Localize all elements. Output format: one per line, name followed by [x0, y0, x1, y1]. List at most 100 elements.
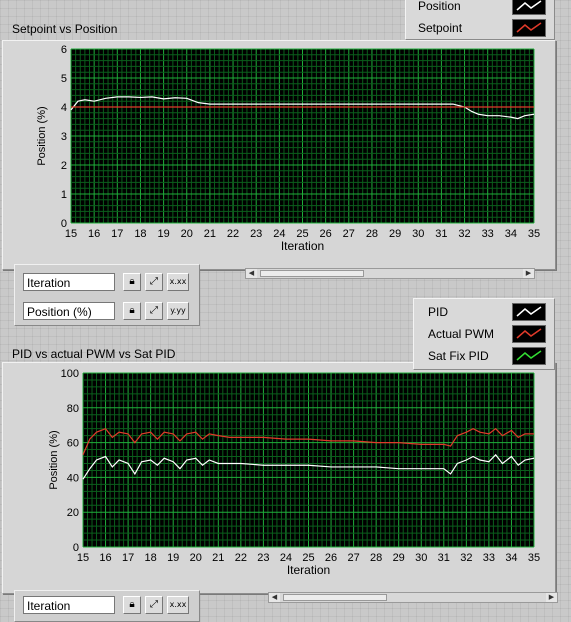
series-line-actual-pwm	[82, 427, 534, 456]
scroll-right-icon[interactable]: ▶	[546, 593, 557, 602]
legend-swatch-sat-fix-pid[interactable]	[512, 347, 546, 365]
x-tick-label: 18	[145, 552, 157, 564]
legend-label-position: Position	[418, 0, 461, 13]
x-tick-label: 25	[302, 552, 314, 564]
chart2-scale-legend: Iteration 🔒︎ ⤢ x.xx	[14, 590, 200, 622]
x-tick-label: 23	[257, 552, 269, 564]
autoscale-x-icon[interactable]: ⤢	[145, 273, 163, 291]
x-tick-label: 28	[370, 552, 382, 564]
y-tick-label: 80	[67, 403, 79, 415]
chart2-plot[interactable]: 15 16 17 18 19 20 21 22 23 24 25 26 27 28 29 30 31 32 33 34…	[0, 0, 571, 608]
x-tick-label: 32	[460, 552, 472, 564]
legend-label-actual-pwm: Actual PWM	[428, 327, 495, 341]
x-tick-label: 26	[325, 552, 337, 564]
legend-label-setpoint: Setpoint	[418, 21, 463, 35]
y-tick-label: 4	[61, 102, 67, 114]
x-tick-label: 27	[343, 228, 355, 240]
y-tick-label: 100	[61, 368, 79, 380]
y-axis-label: Position (%)	[36, 106, 48, 165]
scroll-thumb[interactable]	[283, 594, 387, 601]
x-tick-label: 35	[528, 552, 540, 564]
y-axis-label: Position (%)	[48, 430, 60, 489]
x-tick-label: 24	[280, 552, 292, 564]
chart2-title: PID vs actual PWM vs Sat PID	[12, 347, 176, 361]
x-tick-label: 20	[181, 228, 193, 240]
chart1-scale-legend: Iteration 🔒︎ ⤢ x.xx Position (%) 🔒︎ ⤢ y.…	[14, 264, 200, 326]
chart2-scrollbar[interactable]: ◀ ▶	[268, 592, 558, 603]
x-tick-label: 33	[482, 228, 494, 240]
x-tick-label: 31	[438, 552, 450, 564]
y-tick-label: 2	[61, 160, 67, 172]
y-scale-name-field[interactable]: Position (%)	[23, 302, 115, 320]
legend-swatch-setpoint[interactable]	[512, 19, 546, 37]
scroll-right-icon[interactable]: ▶	[523, 269, 534, 278]
autoscale-y-icon[interactable]: ⤢	[145, 302, 163, 320]
chart1-scrollbar[interactable]: ◀ ▶	[245, 268, 535, 279]
autoscale-x-icon[interactable]: ⤢	[145, 596, 163, 614]
y-tick-label: 1	[61, 189, 67, 201]
y-tick-label: 3	[61, 131, 67, 143]
legend-item-pid[interactable]: PID	[414, 301, 554, 323]
x-tick-label: 15	[65, 228, 77, 240]
series-line-position	[70, 96, 535, 120]
y-format-icon[interactable]: y.yy	[167, 302, 189, 320]
scroll-left-icon[interactable]: ◀	[246, 269, 257, 278]
x-tick-label: 19	[167, 552, 179, 564]
x-tick-label: 21	[212, 552, 224, 564]
lock-icon[interactable]: 🔒︎	[123, 302, 141, 320]
scroll-left-icon[interactable]: ◀	[269, 593, 280, 602]
x-tick-label: 22	[227, 228, 239, 240]
x-tick-label: 24	[273, 228, 285, 240]
x-axis-label: Iteration	[281, 239, 324, 253]
scroll-thumb[interactable]	[260, 270, 364, 277]
series-line-pid	[82, 453, 535, 480]
grid	[70, 48, 535, 224]
x-tick-label: 16	[99, 552, 111, 564]
legend-swatch-pid[interactable]	[512, 303, 546, 321]
y-tick-label: 60	[67, 438, 79, 450]
x-scale-name-field[interactable]: Iteration	[23, 596, 115, 614]
x-tick-label: 34	[505, 552, 517, 564]
legend-item-setpoint[interactable]: Setpoint	[406, 17, 554, 39]
x-tick-label: 29	[393, 552, 405, 564]
x-axis-label: Iteration	[287, 563, 330, 577]
y-tick-label: 20	[67, 507, 79, 519]
x-tick-label: 30	[412, 228, 424, 240]
y-tick-label: 5	[61, 73, 67, 85]
chart1-legend: Position Setpoint	[405, 0, 555, 40]
legend-label-pid: PID	[428, 305, 449, 319]
legend-swatch-actual-pwm[interactable]	[512, 325, 546, 343]
x-tick-label: 32	[458, 228, 470, 240]
grid	[82, 372, 535, 548]
lock-icon[interactable]: 🔒︎	[123, 596, 141, 614]
x-format-icon[interactable]: x.xx	[167, 596, 189, 614]
x-tick-label: 17	[122, 552, 134, 564]
x-scale-name-field[interactable]: Iteration	[23, 273, 115, 291]
y-tick-label: 0	[73, 542, 79, 554]
x-tick-label: 20	[190, 552, 202, 564]
x-tick-label: 26	[320, 228, 332, 240]
legend-swatch-position[interactable]	[512, 0, 546, 15]
x-tick-label: 30	[415, 552, 427, 564]
y-tick-label: 0	[61, 218, 67, 230]
chart2-legend: PID Actual PWM Sat Fix PID	[413, 298, 555, 370]
x-tick-label: 27	[347, 552, 359, 564]
x-tick-label: 33	[483, 552, 495, 564]
legend-label-sat-fix-pid: Sat Fix PID	[428, 349, 489, 363]
x-tick-label: 15	[77, 552, 89, 564]
x-tick-label: 35	[528, 228, 540, 240]
x-tick-label: 29	[389, 228, 401, 240]
legend-item-sat-fix-pid[interactable]: Sat Fix PID	[414, 345, 554, 367]
x-tick-label: 34	[505, 228, 517, 240]
x-tick-label: 21	[204, 228, 216, 240]
x-tick-label: 23	[250, 228, 262, 240]
x-tick-label: 28	[366, 228, 378, 240]
legend-item-position[interactable]: Position	[406, 0, 554, 17]
chart1-title: Setpoint vs Position	[12, 22, 118, 36]
lock-icon[interactable]: 🔒︎	[123, 273, 141, 291]
x-tick-label: 19	[157, 228, 169, 240]
x-format-icon[interactable]: x.xx	[167, 273, 189, 291]
chart1-plot[interactable]: 15 16 17 18 19 20 21 22 23 24 25 26 27 28 29 30 31 32 33 34…	[0, 0, 571, 270]
legend-item-actual-pwm[interactable]: Actual PWM	[414, 323, 554, 345]
y-tick-label: 6	[61, 44, 67, 56]
